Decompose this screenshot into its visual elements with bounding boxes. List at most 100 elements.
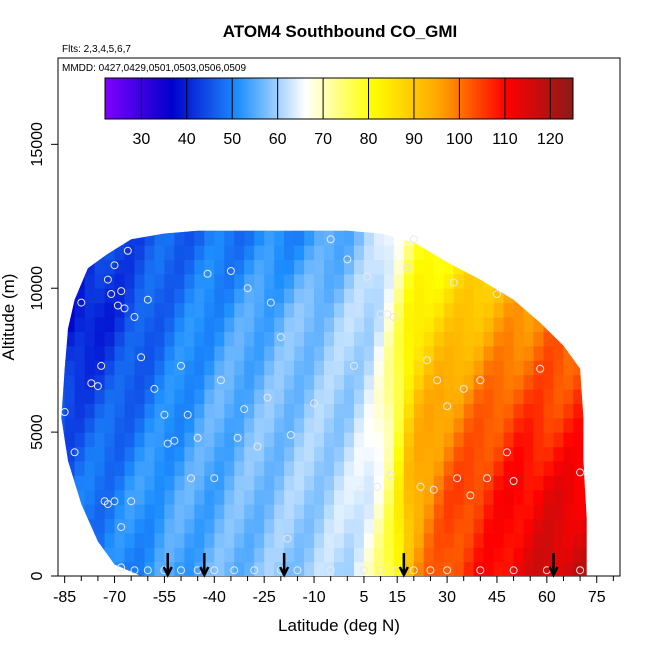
field-cell — [493, 374, 505, 390]
field-cell — [493, 417, 505, 433]
field-cell — [324, 518, 335, 534]
field-cell — [593, 403, 604, 418]
co-field — [61, 216, 604, 576]
field-cell — [354, 360, 365, 376]
field-cell — [294, 345, 305, 361]
field-cell — [224, 518, 235, 534]
field-cell — [483, 230, 495, 232]
field-cell — [74, 417, 86, 433]
field-cell — [64, 230, 76, 246]
field-cell — [214, 331, 225, 347]
field-cell — [583, 489, 587, 505]
field-cell — [463, 388, 475, 404]
field-cell — [194, 532, 205, 548]
field-cell — [304, 302, 315, 318]
field-cell — [483, 460, 495, 476]
field-cell — [294, 230, 305, 246]
field-cell — [184, 518, 195, 534]
field-cell — [114, 374, 126, 390]
flight-arrow — [162, 552, 173, 578]
field-cell — [583, 446, 587, 462]
field-cell — [493, 302, 505, 318]
field-cell — [543, 288, 555, 304]
field-cell — [383, 460, 395, 476]
field-cell — [593, 360, 604, 375]
field-cell — [483, 273, 495, 289]
field-cell — [373, 374, 385, 390]
field-cell — [164, 446, 175, 462]
field-cell — [184, 460, 195, 476]
field-cell — [94, 230, 106, 246]
field-cell — [94, 561, 106, 576]
field-cell — [154, 245, 165, 261]
field-cell — [443, 460, 455, 476]
field-cell — [144, 460, 156, 476]
field-cell — [74, 360, 86, 376]
field-cell — [294, 489, 305, 505]
field-cell — [473, 504, 485, 520]
field-cell — [134, 273, 146, 289]
field-cell — [324, 475, 335, 491]
field-cell — [224, 288, 235, 304]
field-cell — [174, 230, 185, 232]
field-cell — [373, 230, 385, 232]
field-cell — [61, 374, 66, 390]
field-cell — [334, 403, 345, 419]
field-cell — [443, 230, 455, 232]
field-cell — [503, 245, 515, 261]
field-cell — [363, 273, 375, 289]
observation-point — [243, 284, 252, 293]
field-cell — [234, 374, 245, 390]
observation-point — [120, 304, 129, 313]
field-cell — [483, 489, 495, 505]
field-cell — [403, 547, 415, 563]
field-cell — [304, 561, 315, 576]
flight-arrows — [162, 552, 559, 578]
field-cell — [174, 345, 185, 361]
field-cell — [234, 504, 245, 520]
field-cell — [513, 460, 525, 476]
field-cell — [583, 403, 587, 419]
field-cell — [413, 245, 425, 261]
field-cell — [423, 446, 435, 462]
field-cell — [413, 489, 425, 505]
field-cell — [144, 302, 156, 318]
field-cell — [324, 317, 335, 332]
field-cell — [64, 475, 76, 491]
field-cell — [453, 561, 465, 576]
field-cell — [344, 432, 355, 448]
field-cell — [363, 561, 375, 576]
field-cell — [363, 460, 375, 476]
field-cell — [383, 504, 395, 520]
field-cell — [383, 432, 395, 448]
field-cell — [363, 388, 375, 404]
field-cell — [533, 259, 545, 275]
field-cell — [563, 489, 575, 505]
field-cell — [523, 273, 535, 289]
field-cell — [473, 475, 485, 491]
field-cell — [104, 360, 116, 376]
field-cell — [583, 417, 587, 433]
field-cell — [593, 303, 604, 318]
field-cell — [234, 489, 245, 505]
field-cell — [583, 259, 587, 275]
field-cell — [433, 460, 445, 476]
field-cell — [144, 417, 156, 433]
field-cell — [204, 331, 215, 347]
field-cell — [274, 388, 285, 404]
field-cell — [583, 504, 587, 520]
field-cell — [593, 216, 604, 231]
field-cell — [274, 374, 285, 390]
field-cell — [403, 489, 415, 505]
field-cell — [194, 374, 205, 390]
observation-point — [160, 410, 169, 419]
field-cell — [493, 388, 505, 404]
field-cell — [184, 504, 195, 520]
field-cell — [453, 317, 465, 332]
field-cell — [94, 518, 106, 534]
field-cell — [373, 518, 385, 534]
field-cell — [393, 331, 405, 347]
field-cell — [423, 288, 435, 304]
field-cell — [84, 460, 96, 476]
field-cell — [344, 230, 355, 246]
